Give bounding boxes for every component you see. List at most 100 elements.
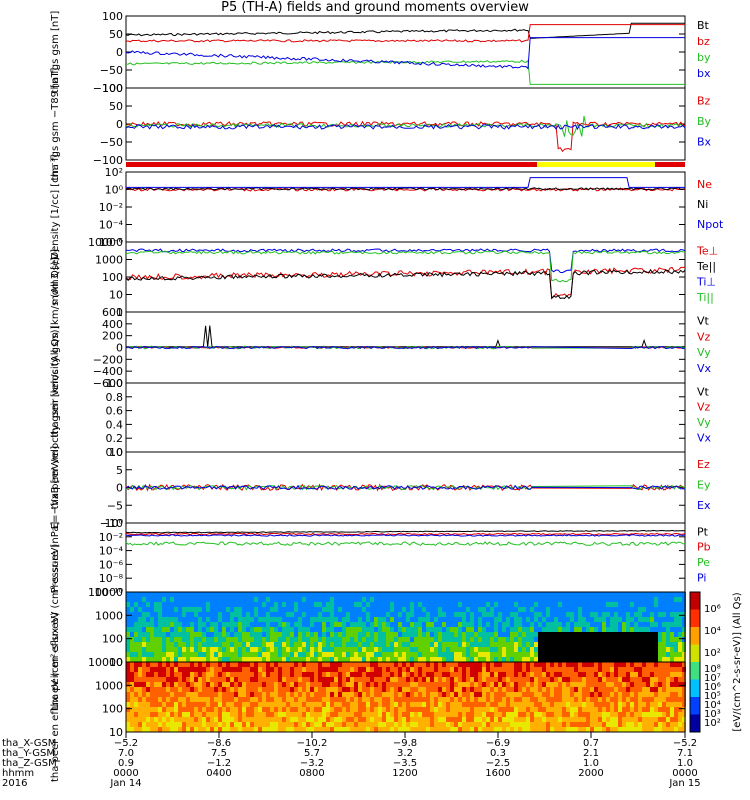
heatmap-cell [262,647,266,652]
heatmap-cell [270,667,274,672]
heatmap-cell [178,642,182,647]
heatmap-cell [190,612,194,617]
heatmap-cell [550,727,554,732]
heatmap-cell [318,702,322,707]
heatmap-cell [366,622,370,627]
heatmap-cell [334,667,338,672]
heatmap-cell [206,642,210,647]
heatmap-cell [598,612,602,617]
heatmap-cell [374,652,378,657]
heatmap-cell [154,687,158,692]
heatmap-cell [286,727,290,732]
heatmap-cell [450,677,454,682]
heatmap-cell [362,597,366,602]
heatmap-cell [650,647,654,652]
heatmap-cell [290,717,294,722]
heatmap-cell [358,692,362,697]
heatmap-cell [158,682,162,687]
heatmap-cell [642,712,646,717]
heatmap-cell [238,702,242,707]
heatmap-cell [330,717,334,722]
heatmap-cell [194,642,198,647]
heatmap-cell [246,647,250,652]
heatmap-cell [514,647,518,652]
heatmap-cell [542,702,546,707]
y-tick-label: 100 [102,10,123,23]
heatmap-cell [390,637,394,642]
heatmap-cell [546,622,550,627]
heatmap-cell [186,607,190,612]
heatmap-cell [170,672,174,677]
heatmap-cell [162,647,166,652]
heatmap-cell [534,707,538,712]
heatmap-cell [374,642,378,647]
heatmap-cell [494,682,498,687]
heatmap-cell [430,712,434,717]
heatmap-cell [618,632,622,637]
heatmap-cell [338,667,342,672]
heatmap-cell [614,657,618,662]
heatmap-cell [334,697,338,702]
heatmap-cell [482,682,486,687]
heatmap-cell [330,722,334,727]
heatmap-cell [250,662,254,667]
heatmap-cell [218,672,222,677]
heatmap-cell [202,617,206,622]
heatmap-cell [662,697,666,702]
heatmap-cell [238,637,242,642]
heatmap-cell [266,722,270,727]
heatmap-cell [162,722,166,727]
heatmap-cell [270,592,274,597]
heatmap-cell [582,637,586,642]
heatmap-cell [298,617,302,622]
heatmap-cell [438,682,442,687]
heatmap-cell [638,727,642,732]
heatmap-cell [414,627,418,632]
heatmap-cell [598,632,602,637]
heatmap-cell [238,597,242,602]
heatmap-cell [322,707,326,712]
heatmap-cell [258,662,262,667]
heatmap-cell [646,632,650,637]
heatmap-cell [554,627,558,632]
heatmap-cell [390,667,394,672]
heatmap-cell [606,707,610,712]
heatmap-cell [362,652,366,657]
heatmap-cell [462,592,466,597]
heatmap-cell [522,677,526,682]
heatmap-cell [586,672,590,677]
heatmap-cell [626,727,630,732]
heatmap-cell [590,652,594,657]
heatmap-cell [130,652,134,657]
heatmap-cell [518,712,522,717]
heatmap-cell [426,662,430,667]
heatmap-cell [346,662,350,667]
heatmap-cell [250,617,254,622]
heatmap-cell [374,702,378,707]
heatmap-cell [322,652,326,657]
heatmap-cell [622,677,626,682]
heatmap-cell [442,677,446,682]
heatmap-cell [390,677,394,682]
heatmap-cell [154,677,158,682]
heatmap-cell [178,632,182,637]
heatmap-cell [682,667,686,672]
heatmap-cell [154,702,158,707]
heatmap-cell [666,597,670,602]
heatmap-cell [498,642,502,647]
heatmap-cell [414,617,418,622]
heatmap-cell [306,677,310,682]
heatmap-cell [550,717,554,722]
heatmap-cell [262,607,266,612]
heatmap-cell [230,617,234,622]
heatmap-cell [194,702,198,707]
heatmap-cell [158,702,162,707]
heatmap-cell [214,612,218,617]
heatmap-cell [510,647,514,652]
heatmap-cell [134,727,138,732]
heatmap-cell [426,637,430,642]
heatmap-cell [174,662,178,667]
heatmap-cell [254,677,258,682]
heatmap-cell [278,722,282,727]
heatmap-cell [422,632,426,637]
